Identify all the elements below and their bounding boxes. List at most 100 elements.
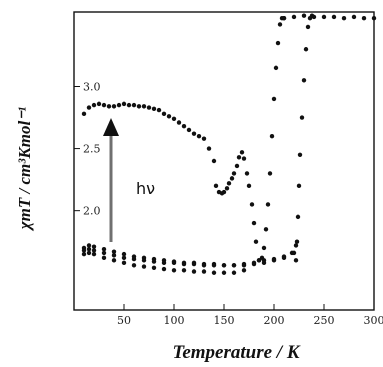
data-point [231,263,237,268]
x-tick-label: 250 [314,314,335,327]
data-point [267,171,273,176]
data-point [321,14,327,20]
data-point [234,163,240,169]
data-point [81,111,87,117]
data-point [101,246,107,252]
y-tick-label: 3.0 [83,81,101,94]
data-point [211,263,217,268]
data-point [111,253,117,258]
data-point [101,102,107,108]
data-point [86,243,92,248]
data-point [96,101,102,107]
data-point [141,258,147,263]
data-point [201,269,207,274]
data-point [186,127,192,133]
data-point [221,189,227,195]
y-axis-title: χmT / cm³Kmol⁻¹ [15,107,34,231]
data-point [277,22,283,27]
data-point [131,263,137,268]
data-point [251,260,257,266]
data-series-2 [256,16,287,263]
data-point [261,258,267,263]
data-point [231,270,237,275]
data-point [271,96,277,102]
data-point [226,181,232,186]
data-point [101,255,107,261]
data-point [221,263,227,268]
data-point [91,248,97,253]
data-series-3 [281,13,377,21]
data-point [141,264,147,269]
data-point [121,101,127,107]
data-point [303,47,309,52]
x-axis-title: Temperature / K [172,342,300,363]
data-point [161,260,167,266]
data-point [181,124,187,129]
data-point [151,265,157,270]
data-series-6 [81,250,247,275]
data-point [236,155,242,160]
data-point [241,261,247,267]
data-point [294,239,300,244]
data-point [86,246,92,252]
data-point [191,269,197,274]
data-point [201,263,207,268]
data-point [116,102,122,108]
data-point [106,104,112,109]
data-point [361,16,367,21]
data-point [351,14,357,20]
data-point [293,258,299,263]
data-point [281,254,287,259]
data-point [151,106,157,112]
data-point [111,249,117,254]
data-point [275,40,281,46]
data-point [241,268,247,273]
data-point [91,244,97,249]
photo-excitation-arrow [103,118,119,242]
data-point [211,158,217,164]
data-point [309,13,315,18]
data-point [161,111,167,117]
data-point [91,251,97,257]
data-point [86,250,92,256]
x-tick-label: 150 [214,314,235,327]
data-point [101,250,107,256]
data-point [291,250,297,256]
data-points [81,13,377,275]
data-point [221,270,227,275]
data-point [231,171,237,176]
data-point [241,156,247,161]
data-point [371,16,377,21]
data-point [206,146,212,151]
data-series-7 [81,246,297,268]
data-point [224,186,230,191]
data-point [213,183,219,189]
data-point [111,258,117,263]
data-point [131,256,137,262]
x-tick-label: 200 [264,314,285,327]
data-series-0 [81,101,217,164]
data-point [271,256,277,262]
data-point [146,105,152,110]
data-point [171,260,177,266]
data-point [265,202,271,207]
data-point [81,251,87,257]
tick-layer: 50 100 150 200 250 300 2.0 2.5 3.0 [74,81,383,327]
data-point [181,268,187,273]
data-point [253,239,259,244]
data-point [171,268,177,273]
data-point [171,116,177,121]
x-tick-label: 50 [117,314,131,327]
data-point [246,183,252,189]
data-point [249,202,255,207]
data-point [141,104,147,109]
data-point [341,16,347,21]
data-point [136,104,142,109]
data-point [191,261,197,267]
data-point [256,258,262,263]
data-point [81,248,87,253]
data-point [131,102,137,108]
data-point [293,243,299,248]
data-point [244,171,250,176]
data-point [156,107,162,113]
